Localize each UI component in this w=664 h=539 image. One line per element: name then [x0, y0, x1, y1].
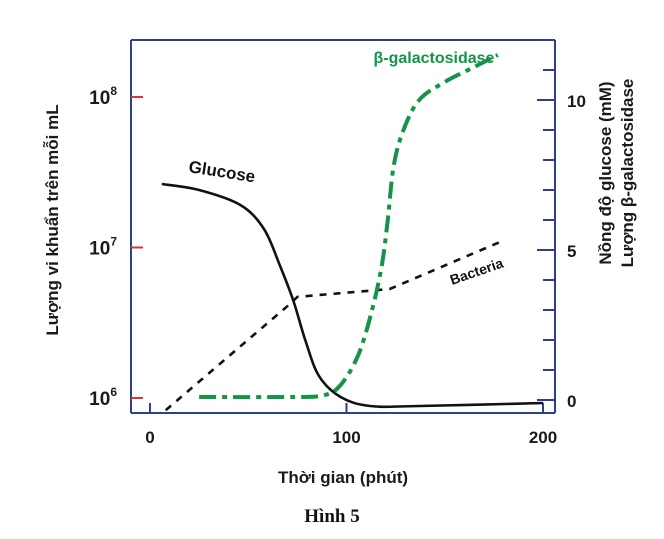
x-tick-label: 100 — [332, 428, 360, 447]
y-left-axis-title: Lượng vi khuẩn trên mỗi mL — [43, 104, 62, 335]
series-line-bacteria — [164, 240, 503, 412]
series-label-glucose: Glucose — [187, 157, 256, 186]
y-right-axis-title-line1: Nồng độ glucose (mM) — [596, 81, 615, 264]
y-left-tick-label: 107 — [89, 235, 117, 260]
y-right-tick-label: 10 — [567, 92, 586, 111]
x-axis-title: Thời gian (phút) — [278, 468, 408, 487]
y-right-axis-title-line2: Lượng β-galactosidase — [618, 79, 637, 268]
y-left-tick-label: 106 — [89, 385, 117, 410]
series-label-beta-galactosidase: β-galactosidase — [374, 50, 495, 67]
series-line-beta-galactosidase — [199, 53, 499, 400]
y-right-tick-label: 5 — [567, 242, 576, 261]
series-line-glucose — [161, 182, 544, 409]
y-right-tick-label: 0 — [567, 392, 576, 411]
x-tick-label: 200 — [529, 428, 557, 447]
y-left-tick-label: 108 — [89, 84, 117, 109]
figure-caption: Hình 5 — [304, 506, 360, 527]
x-tick-label: 0 — [145, 428, 154, 447]
